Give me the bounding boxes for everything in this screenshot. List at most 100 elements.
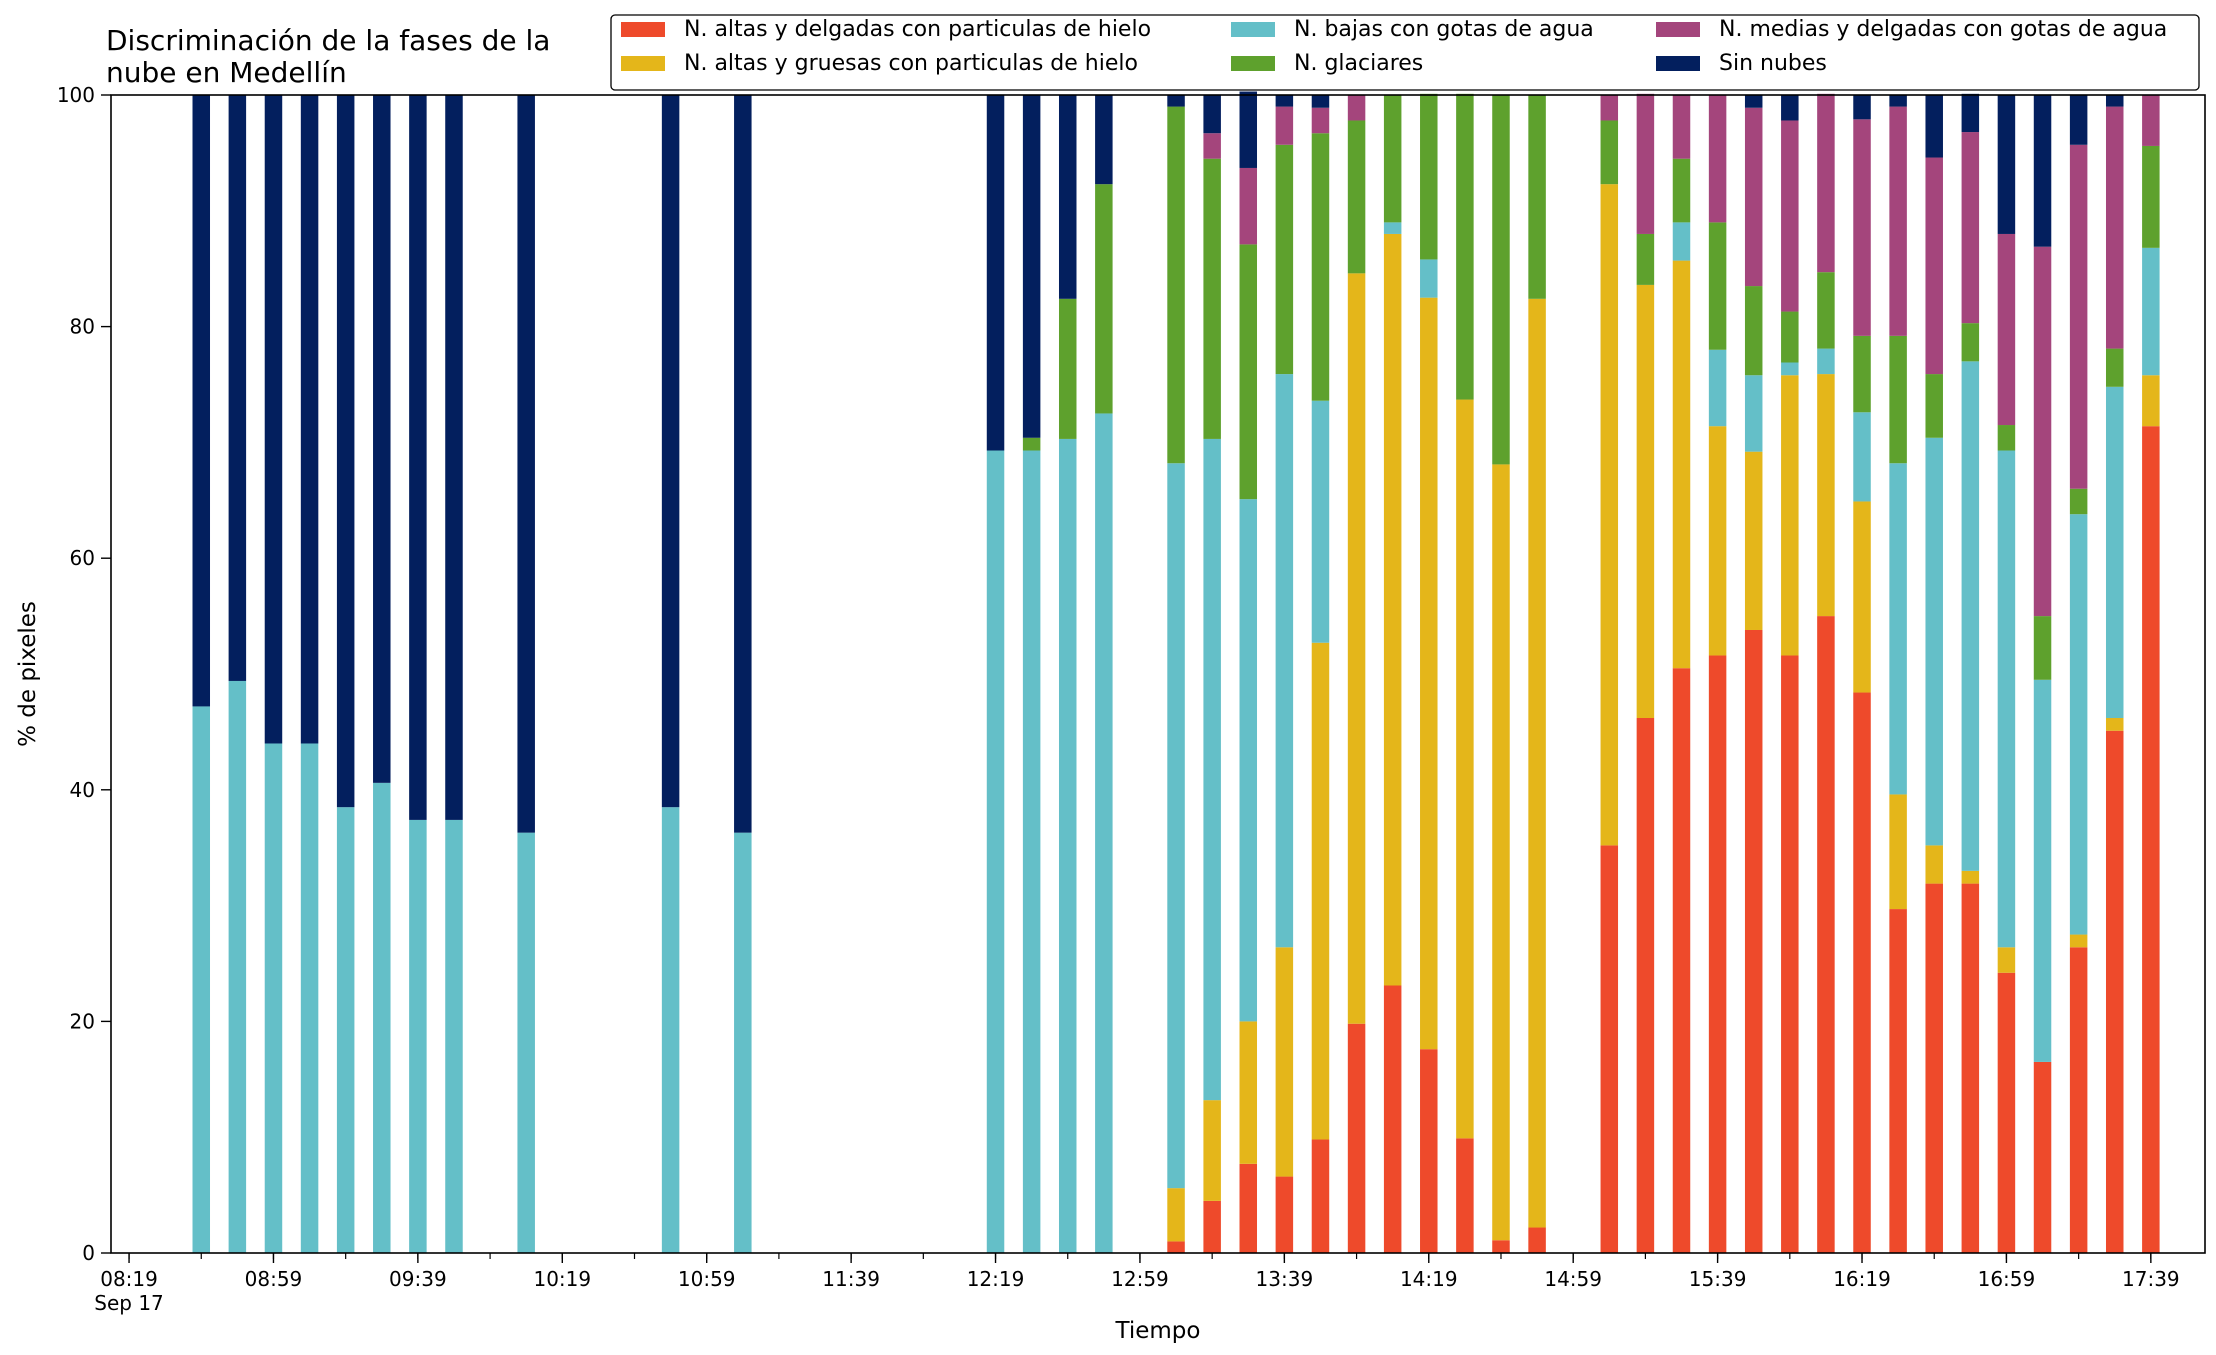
x-tick-label: 15:39 bbox=[1689, 1267, 1747, 1291]
bar-segment bbox=[1636, 93, 1655, 234]
bar-segment bbox=[1528, 95, 1546, 299]
bar-segment bbox=[1311, 642, 1330, 1140]
x-tick-label: 08:19 bbox=[100, 1267, 158, 1291]
bar-segment bbox=[2105, 106, 2124, 349]
bar-segment bbox=[1708, 95, 1727, 223]
bar-segment bbox=[2142, 247, 2160, 376]
bar-segment bbox=[1383, 95, 1402, 223]
legend-swatch bbox=[621, 22, 665, 37]
bar-segment bbox=[1708, 655, 1727, 1253]
legend-item: N. altas y delgadas con particulas de hi… bbox=[621, 17, 1151, 42]
bar-segment bbox=[2142, 426, 2160, 1253]
bar-segment bbox=[1095, 184, 1113, 414]
x-tick-label: 14:59 bbox=[1544, 1267, 1602, 1291]
legend-box bbox=[610, 14, 2200, 91]
legend-swatch bbox=[1231, 22, 1275, 37]
bar-segment bbox=[1781, 311, 1799, 363]
bar-segment bbox=[2142, 145, 2160, 248]
bar-segment bbox=[1167, 1188, 1185, 1242]
bar-segment bbox=[1781, 95, 1799, 121]
bar-segment bbox=[1961, 870, 1980, 884]
bar-segment bbox=[1853, 692, 1871, 1253]
bar-segment bbox=[1961, 883, 1980, 1253]
bar-segment bbox=[1961, 132, 1980, 324]
y-tick-label: 60 bbox=[70, 546, 95, 570]
legend-item: N. medias y delgadas con gotas de agua bbox=[1656, 17, 2167, 42]
bar-segment bbox=[1239, 1021, 1258, 1164]
bar-segment bbox=[1672, 95, 1691, 159]
bar-segment bbox=[1347, 1023, 1366, 1253]
bar-segment bbox=[1925, 437, 1943, 846]
bar-segment bbox=[1889, 794, 1907, 910]
bar-segment bbox=[1022, 450, 1041, 1253]
bar-segment bbox=[1961, 323, 1980, 362]
bar-segment bbox=[373, 95, 391, 783]
bar-segment bbox=[1600, 184, 1619, 846]
bar-segment bbox=[1997, 972, 2016, 1253]
bar-segment bbox=[1311, 107, 1330, 134]
legend: N. altas y delgadas con particulas de hi… bbox=[610, 14, 2200, 91]
bar-segment bbox=[1817, 616, 1835, 1253]
bar-segment bbox=[1853, 95, 1871, 120]
bar-segment bbox=[1311, 95, 1330, 108]
bar-segment bbox=[1275, 947, 1294, 1177]
bar-segment bbox=[2069, 488, 2088, 515]
bar-segment bbox=[1022, 95, 1041, 438]
bar-segment bbox=[1744, 286, 1763, 376]
bar-segment bbox=[1997, 233, 2016, 426]
y-axis: 0 20 40 60 80 100 bbox=[57, 83, 111, 1265]
legend-item: N. altas y gruesas con particulas de hie… bbox=[621, 51, 1138, 76]
bar-segment bbox=[264, 743, 283, 1253]
x-tick-label: 16:19 bbox=[1833, 1267, 1891, 1291]
bar-segment bbox=[986, 95, 1005, 451]
bar-segment bbox=[1022, 437, 1041, 451]
y-tick-label: 80 bbox=[70, 315, 95, 339]
bar-segment bbox=[1672, 158, 1691, 223]
bar-segment bbox=[2033, 679, 2052, 1062]
bar-segment bbox=[1239, 1163, 1258, 1253]
bar-segment bbox=[1781, 362, 1799, 376]
y-tick-label: 20 bbox=[70, 1009, 95, 1033]
bar-segment bbox=[1528, 298, 1546, 1228]
bar-segment bbox=[1492, 1240, 1510, 1253]
bar-segment bbox=[1853, 119, 1871, 336]
x-axis-label: Tiempo bbox=[1115, 1318, 1201, 1344]
bar-segment bbox=[1925, 374, 1943, 438]
bar-segment bbox=[1961, 93, 1980, 133]
bar-segment bbox=[1600, 120, 1619, 185]
legend-swatch bbox=[1231, 56, 1275, 71]
bar-segment bbox=[1961, 361, 1980, 871]
bar-segment bbox=[1239, 244, 1258, 500]
bar-segment bbox=[1203, 1100, 1221, 1201]
bar-segment bbox=[734, 832, 752, 1253]
y-tick-label: 40 bbox=[70, 778, 95, 802]
bar-segment bbox=[1203, 95, 1221, 134]
bar-segment bbox=[517, 832, 535, 1253]
bar-segment bbox=[1889, 463, 1907, 795]
bar-segment bbox=[1889, 335, 1907, 464]
bar-segment bbox=[1311, 133, 1330, 401]
bar-segment bbox=[1781, 375, 1799, 656]
bar-segment bbox=[1275, 95, 1294, 107]
legend-label: N. altas y delgadas con particulas de hi… bbox=[684, 17, 1151, 42]
bar-segment bbox=[1275, 144, 1294, 375]
legend-label: N. medias y delgadas con gotas de agua bbox=[1719, 17, 2167, 42]
x-tick-label: 14:19 bbox=[1400, 1267, 1458, 1291]
bar-segment bbox=[1528, 1227, 1546, 1253]
legend-item: N. bajas con gotas de agua bbox=[1231, 17, 1594, 42]
bar-segment bbox=[1925, 883, 1943, 1253]
legend-label: N. altas y gruesas con particulas de hie… bbox=[684, 51, 1138, 76]
x-tick-label: 11:39 bbox=[822, 1267, 880, 1291]
bar-segment bbox=[445, 95, 463, 820]
bar-segment bbox=[1817, 93, 1835, 273]
bar-segment bbox=[1275, 106, 1294, 145]
bar-segment bbox=[2105, 386, 2124, 719]
bar-segment bbox=[1347, 273, 1366, 1024]
bar-segment bbox=[2142, 95, 2160, 146]
plot-frame bbox=[110, 94, 2206, 1254]
bar-segment bbox=[2069, 95, 2088, 145]
bar-segment bbox=[1781, 120, 1799, 312]
bar-segment bbox=[1708, 426, 1727, 656]
bar-segment bbox=[1600, 845, 1619, 1253]
bar-stack-area bbox=[192, 91, 2160, 1253]
